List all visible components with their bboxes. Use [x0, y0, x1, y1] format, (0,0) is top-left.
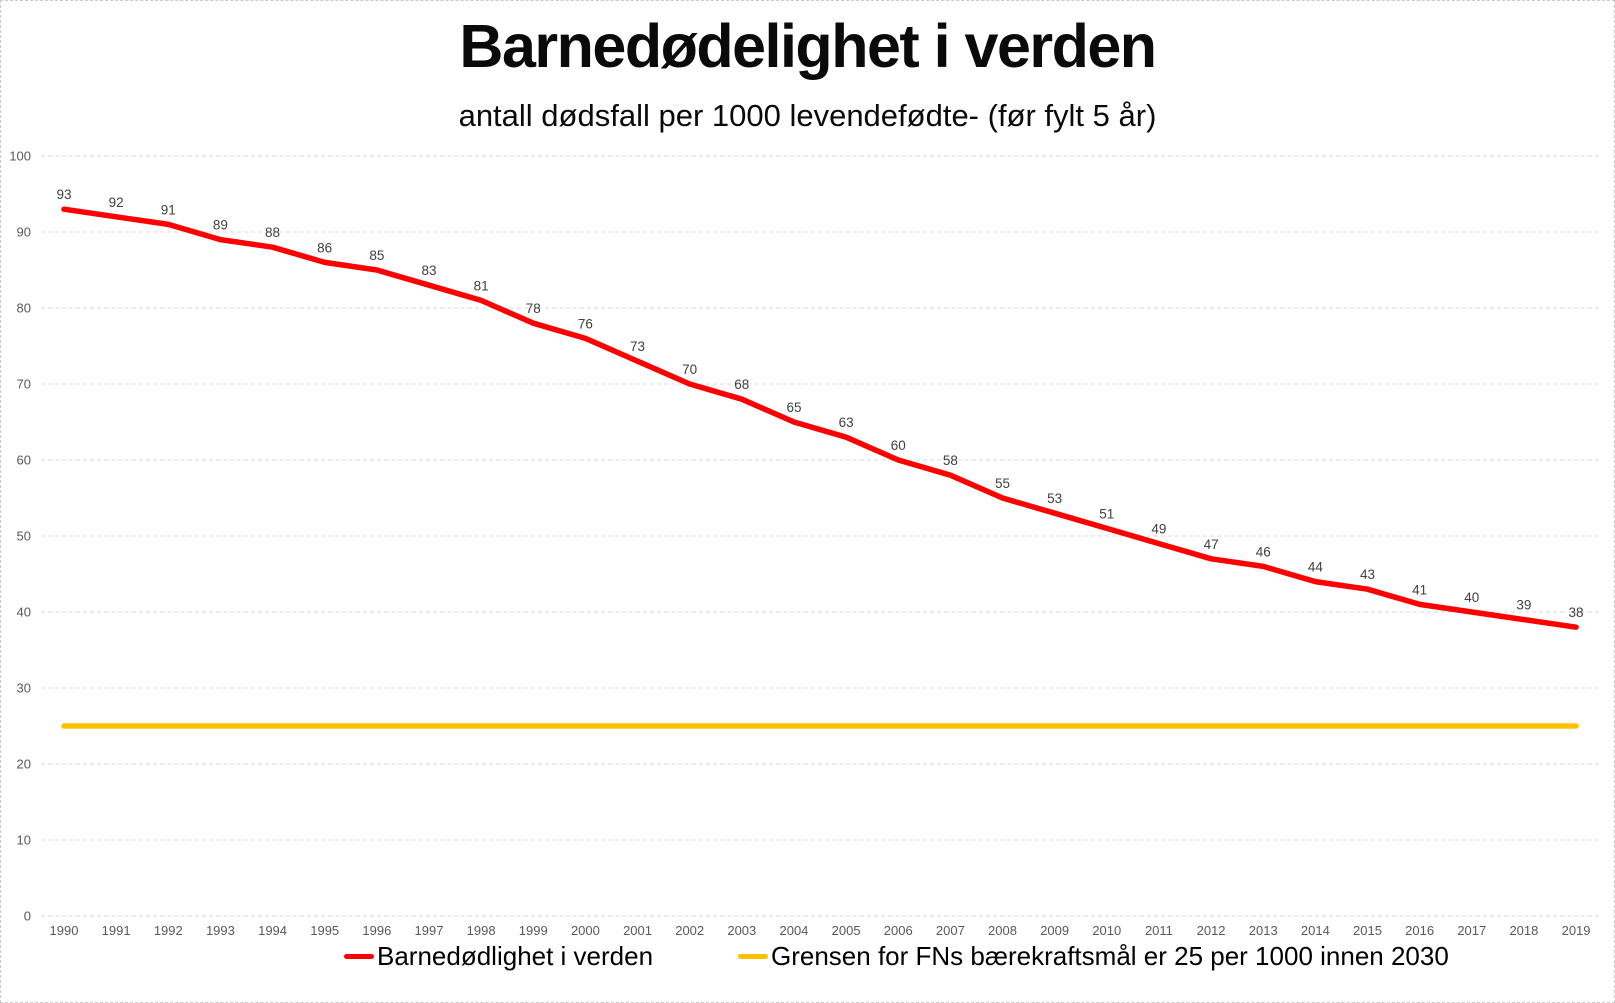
x-tick-label: 1999	[519, 923, 548, 938]
data-label: 78	[526, 301, 541, 316]
x-tick-label: 1994	[258, 923, 287, 938]
x-tick-label: 2003	[727, 923, 756, 938]
legend-label-mortality: Barnedødlighet i verden	[377, 941, 654, 971]
data-label: 53	[1047, 491, 1062, 506]
y-tick-label: 50	[17, 529, 31, 544]
data-label: 86	[317, 240, 332, 255]
data-labels: 93 92 91 89 88 86 85 83 81 78 76 73 70 68 65 63 60 58 55 53…	[56, 187, 1583, 620]
legend-label-goal: Grensen for FNs bærekraftsmål er 25 per …	[771, 941, 1449, 971]
x-tick-label: 2011	[1145, 923, 1173, 938]
mortality-line	[61, 206, 1579, 630]
data-label: 70	[682, 362, 697, 377]
x-tick-label: 1992	[154, 923, 183, 938]
y-tick-label: 100	[9, 149, 31, 164]
data-label: 39	[1516, 598, 1531, 613]
legend-item-goal: Grensen for FNs bærekraftsmål er 25 per …	[738, 941, 1449, 972]
x-tick-label: 2019	[1562, 923, 1591, 938]
x-tick-label: 1997	[415, 923, 444, 938]
y-tick-label: 20	[17, 757, 31, 772]
data-label: 55	[995, 476, 1010, 491]
x-tick-label: 2001	[623, 923, 652, 938]
data-label: 91	[161, 202, 176, 217]
legend-item-mortality: Barnedødlighet i verden	[344, 941, 653, 972]
x-tick-label: 2009	[1040, 923, 1069, 938]
y-tick-label: 40	[17, 605, 31, 620]
y-tick-label: 10	[17, 833, 31, 848]
x-tick-label: 1995	[310, 923, 339, 938]
x-tick-label: 2007	[936, 923, 965, 938]
x-tick-label: 2006	[884, 923, 913, 938]
x-tick-label: 2015	[1353, 923, 1382, 938]
y-tick-label: 60	[17, 453, 31, 468]
y-tick-label: 80	[17, 301, 31, 316]
chart-subtitle: antall dødsfall per 1000 levendefødte- (…	[458, 98, 1157, 133]
x-tick-label: 2017	[1457, 923, 1486, 938]
x-tick-label: 1996	[362, 923, 391, 938]
legend-line-yellow	[738, 954, 768, 959]
y-tick-label: 0	[24, 909, 31, 924]
data-label: 65	[786, 400, 801, 415]
data-label: 49	[1151, 522, 1166, 537]
x-tick-label: 2012	[1197, 923, 1226, 938]
data-label: 85	[369, 248, 384, 263]
data-label: 43	[1360, 567, 1375, 582]
data-label: 76	[578, 316, 593, 331]
data-label: 88	[265, 225, 280, 240]
data-label: 68	[734, 377, 749, 392]
data-label: 44	[1308, 560, 1324, 575]
chart-title: Barnedødelighet i verden	[459, 12, 1157, 80]
x-tick-label: 1998	[467, 923, 496, 938]
x-tick-label: 2013	[1249, 923, 1278, 938]
data-label: 83	[421, 263, 436, 278]
data-label: 89	[213, 218, 228, 233]
data-label: 47	[1204, 537, 1219, 552]
data-label: 41	[1412, 582, 1427, 597]
data-label: 60	[891, 438, 906, 453]
x-tick-label: 2010	[1092, 923, 1121, 938]
legend-line-red	[344, 954, 374, 959]
data-label: 73	[630, 339, 645, 354]
data-label: 40	[1464, 590, 1479, 605]
x-tick-label: 1990	[50, 923, 79, 938]
x-tick-label: 2016	[1405, 923, 1434, 938]
x-tick-label: 2014	[1301, 923, 1330, 938]
data-label: 93	[56, 187, 71, 202]
x-tick-label: 2018	[1509, 923, 1538, 938]
x-tick-label: 2005	[832, 923, 861, 938]
data-label: 92	[109, 195, 124, 210]
data-label: 81	[474, 278, 489, 293]
y-tick-label: 30	[17, 681, 31, 696]
x-tick-label: 1993	[206, 923, 235, 938]
y-axis-labels: 0 10 20 30 40 50 60 70 80 90 100	[9, 149, 31, 924]
data-label: 63	[839, 415, 854, 430]
data-label: 46	[1256, 544, 1271, 559]
y-tick-label: 90	[17, 225, 31, 240]
data-label: 51	[1099, 506, 1114, 521]
gridlines	[41, 155, 1601, 917]
x-tick-label: 2004	[779, 923, 808, 938]
x-tick-label: 2002	[675, 923, 704, 938]
x-axis-labels: 1990 1991 1992 1993 1994 1995 1996 1997 1998 1999…	[50, 923, 1591, 938]
x-tick-label: 2008	[988, 923, 1017, 938]
data-label: 58	[943, 453, 958, 468]
x-tick-label: 1991	[102, 923, 131, 938]
y-tick-label: 70	[17, 377, 31, 392]
x-tick-label: 2000	[571, 923, 600, 938]
data-label: 38	[1569, 605, 1584, 620]
